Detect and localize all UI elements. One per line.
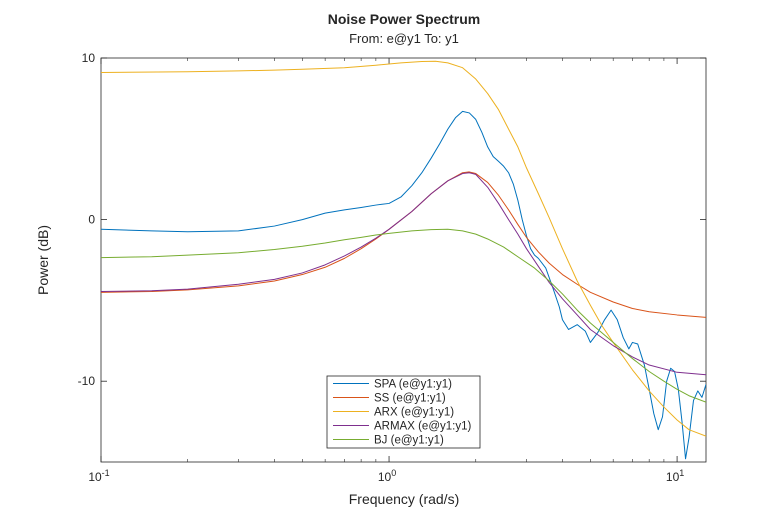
legend-label: SS (e@y1:y1): [374, 393, 446, 405]
series-line-2: [101, 171, 706, 318]
chart-subtitle: From: e@y1 To: y1: [349, 31, 459, 46]
series-line-5: [101, 228, 706, 403]
x-tick-label: 10-1: [88, 468, 109, 484]
series-line-4: [101, 172, 706, 376]
legend-label: BJ (e@y1:y1): [374, 435, 444, 447]
legend-label: ARX (e@y1:y1): [374, 407, 454, 419]
chart-title: Noise Power Spectrum: [328, 11, 481, 27]
x-tick-label: 101: [666, 468, 684, 484]
y-tick-label: -10: [78, 374, 96, 388]
legend-label: ARMAX (e@y1:y1): [374, 421, 471, 433]
series-line-3: [101, 60, 706, 437]
series-line-1: [101, 110, 706, 460]
x-tick-label: 100: [378, 468, 396, 484]
y-axis-label: Power (dB): [35, 225, 51, 295]
y-tick-label: 0: [88, 213, 95, 227]
y-tick-label: 10: [82, 51, 96, 65]
legend: SPA (e@y1:y1) SS (e@y1:y1) ARX (e@y1:y1) AR…: [326, 375, 481, 449]
series-layer: [101, 60, 706, 460]
legend-label: SPA (e@y1:y1): [374, 379, 452, 391]
x-axis-label: Frequency (rad/s): [349, 491, 459, 507]
